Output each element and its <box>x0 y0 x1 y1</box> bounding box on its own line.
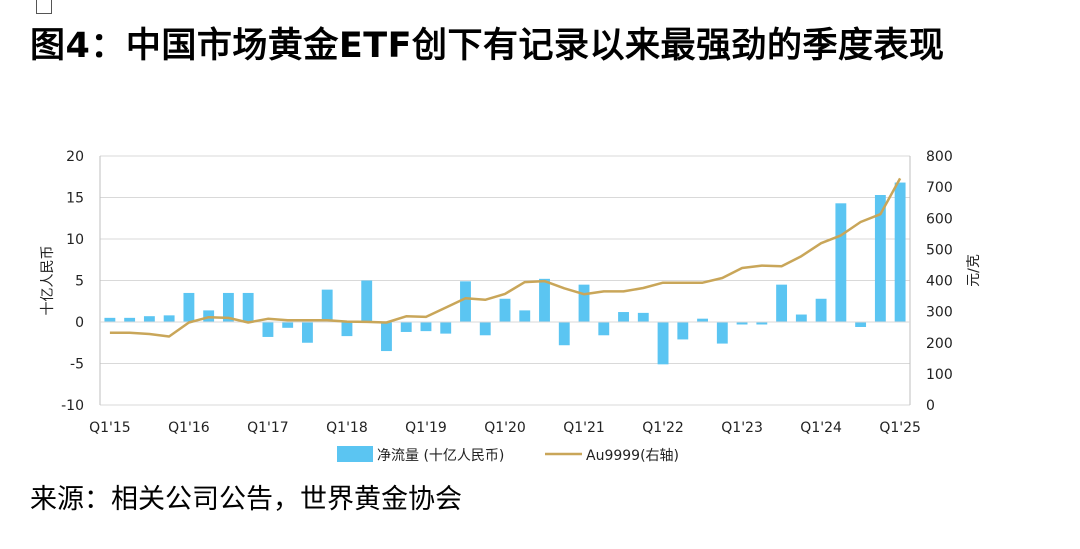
bar <box>657 322 669 365</box>
bar <box>716 322 728 344</box>
bar <box>558 322 570 346</box>
right-tick-label: 800 <box>926 149 953 165</box>
bar <box>598 322 610 336</box>
bar <box>855 322 867 327</box>
x-tick-label: Q1'21 <box>563 420 605 436</box>
right-axis-title: 元/克 <box>966 254 982 287</box>
left-tick-label: 20 <box>66 149 84 165</box>
bar <box>282 322 294 328</box>
x-tick-label: Q1'22 <box>642 420 684 436</box>
left-tick-label: 10 <box>66 232 84 248</box>
bar <box>163 315 175 322</box>
bar <box>183 292 195 322</box>
bar <box>795 314 807 322</box>
bar <box>578 284 590 322</box>
bar <box>302 322 313 343</box>
left-tick-label: 5 <box>75 274 84 290</box>
right-tick-label: 0 <box>926 398 935 414</box>
x-tick-label: Q1'19 <box>405 420 447 436</box>
checkbox-icon[interactable] <box>36 0 52 14</box>
left-tick-label: 15 <box>66 191 84 207</box>
x-tick-label: Q1'18 <box>326 420 368 436</box>
bar <box>874 195 886 322</box>
right-tick-label: 300 <box>926 305 953 321</box>
source-note: 来源：相关公司公告，世界黄金协会 <box>30 484 462 515</box>
x-tick-label: Q1'23 <box>721 420 763 436</box>
left-tick-label: -5 <box>70 357 84 373</box>
left-tick-label: -10 <box>61 398 84 414</box>
x-tick-label: Q1'25 <box>879 420 921 436</box>
bar <box>361 280 373 322</box>
price-line <box>109 177 902 338</box>
left-axis-title: 十亿人民币 <box>40 246 56 316</box>
right-tick-label: 400 <box>926 274 953 290</box>
right-tick-label: 700 <box>926 180 953 196</box>
right-tick-label: 600 <box>926 211 953 227</box>
bar <box>341 322 353 337</box>
bar <box>618 312 629 322</box>
x-tick-label: Q1'16 <box>168 420 210 436</box>
x-tick-label: Q1'24 <box>800 420 842 436</box>
bar <box>894 182 906 322</box>
legend-label-line: Au9999(右轴) <box>586 448 679 464</box>
legend-swatch-bars <box>337 446 373 462</box>
bar <box>321 289 333 322</box>
left-tick-label: 0 <box>75 315 84 331</box>
x-tick-label: Q1'15 <box>89 420 131 436</box>
right-tick-label: 100 <box>926 367 953 383</box>
page-title: 图4：中国市场黄金ETF创下有记录以来最强劲的季度表现 <box>30 26 945 66</box>
x-tick-label: Q1'20 <box>484 420 526 436</box>
bar <box>262 322 274 337</box>
chart: 20 15 10 5 0 -5 -10 800 700 600 500 400 300 200 100 0 十亿… <box>40 149 982 464</box>
bar <box>835 203 847 322</box>
bar <box>539 278 550 322</box>
bar <box>124 317 136 322</box>
x-tick-label: Q1'17 <box>247 420 289 436</box>
bar <box>242 292 254 322</box>
bar <box>222 292 234 322</box>
bar <box>440 322 452 334</box>
legend-label-bars: 净流量 (十亿人民币) <box>377 448 504 464</box>
bar <box>460 281 471 322</box>
bar <box>736 322 748 325</box>
bar <box>499 298 511 322</box>
bar <box>104 317 116 322</box>
bar <box>479 322 491 336</box>
bar <box>776 284 788 322</box>
right-tick-label: 500 <box>926 242 953 258</box>
right-tick-label: 200 <box>926 336 953 352</box>
bar <box>677 322 689 340</box>
bar <box>756 322 768 325</box>
bar <box>381 322 392 352</box>
bar <box>815 298 827 322</box>
bar <box>400 322 412 332</box>
bar <box>637 312 649 322</box>
bar <box>519 310 531 322</box>
bar <box>420 322 432 332</box>
bar <box>143 316 155 322</box>
bar <box>697 318 708 322</box>
